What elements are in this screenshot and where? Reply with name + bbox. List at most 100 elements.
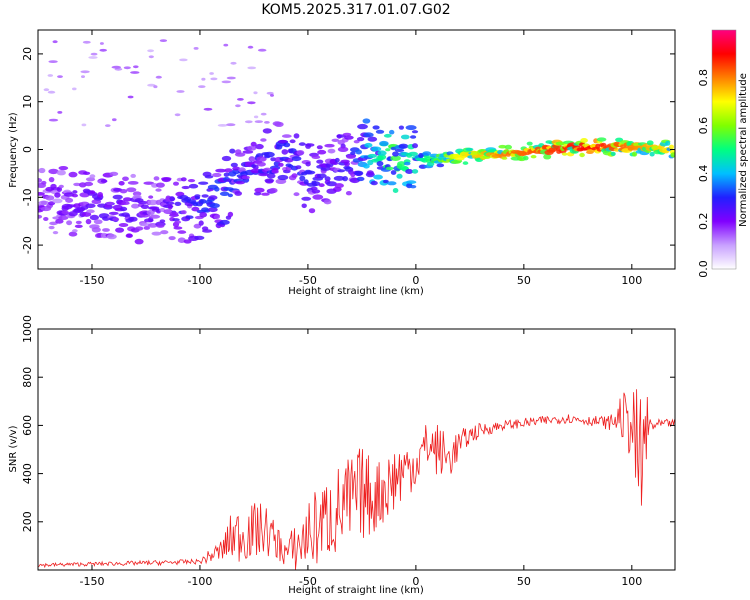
spectrogram-blob (530, 155, 537, 159)
spectrogram-blob (357, 123, 368, 130)
spectrogram-blob (73, 182, 81, 187)
spectrogram-blob (397, 161, 406, 167)
spectrogram-blob (65, 197, 74, 203)
snr-frame (37, 328, 676, 571)
spectrogram-blob (38, 178, 43, 183)
spectrogram-blob (81, 123, 87, 127)
spectrogram-blob (137, 200, 148, 205)
spectrogram-blob (523, 155, 529, 161)
spectrogram-blob (409, 185, 417, 189)
spectrogram-blob (177, 230, 187, 234)
spectrogram-blob (153, 176, 160, 181)
spectrogram-blob (305, 161, 311, 167)
spectrogram-blob (323, 199, 332, 205)
spectrogram-blob (291, 156, 302, 162)
spectrogram-blob (160, 230, 169, 235)
spectrogram-blob (199, 211, 207, 218)
spectrogram-blob (72, 229, 78, 233)
spectrogram-blob (333, 175, 345, 181)
spectrogram-blob (364, 142, 373, 148)
spectrogram-blob (221, 155, 232, 162)
spectrogram-blob (210, 77, 218, 81)
spectrogram-blob (93, 219, 103, 225)
spectrogram-blob (260, 112, 267, 116)
spectrogram-blob (311, 181, 321, 187)
spectrogram-blob (252, 164, 259, 170)
spectrogram-blob (193, 223, 202, 229)
spectrogram-blob (221, 80, 232, 84)
spectrogram-blob (390, 170, 397, 175)
spectrogram-blob (203, 107, 213, 111)
spectrogram-blob (47, 90, 56, 94)
spectrogram-blob (114, 67, 123, 71)
spectrogram-blob (83, 181, 94, 187)
spectrogram-blob (405, 125, 417, 131)
spectrogram-blob (176, 90, 185, 93)
spectrogram-blob (215, 168, 227, 173)
spectrogram-blob (58, 166, 69, 171)
spectrogram-blob (337, 169, 346, 173)
spectrogram-blob (153, 85, 158, 89)
spectrogram-blob (293, 192, 300, 197)
spectrogram-blob (311, 189, 321, 194)
spectrogram-blob (263, 167, 271, 171)
spectrogram-blob (266, 91, 274, 95)
spectrogram-blob (149, 214, 161, 219)
spectrogram-blob (102, 228, 110, 232)
spectrogram-blob (411, 169, 419, 174)
spectrogram-blob (166, 201, 175, 205)
spectrogram-blob (72, 190, 78, 194)
spectrogram-ylabel: Frequency (Hz) (8, 112, 19, 188)
spectrogram-xtick-label: 0 (412, 274, 419, 287)
spectrogram-blob (86, 209, 95, 214)
spectrogram-blob (526, 141, 533, 146)
spectrogram-blob (219, 191, 230, 196)
spectrogram-blob (405, 180, 417, 184)
spectrogram-blob (398, 143, 409, 149)
spectrogram-blob (370, 180, 378, 186)
figure-title: KOM5.2025.317.01.07.G02 (261, 2, 450, 18)
spectrogram-blob (105, 201, 114, 206)
spectrogram-blob (665, 140, 671, 146)
spectrogram-blob (324, 143, 335, 148)
spectrogram-blob (324, 176, 331, 182)
spectrogram-blob (90, 52, 98, 56)
spectrogram-blob (326, 181, 337, 187)
spectrogram-blob (278, 139, 288, 144)
spectrogram-blob (148, 55, 154, 59)
spectrogram-blob (88, 56, 98, 59)
spectrogram-blob (121, 201, 130, 205)
spectrogram-blob (212, 172, 222, 178)
spectrogram-blob (48, 118, 59, 122)
spectrogram-blob (74, 224, 83, 228)
spectrogram-blob (38, 167, 46, 174)
spectrogram-blob (256, 156, 267, 162)
spectrogram-blob (194, 194, 201, 198)
spectrogram-blob (342, 176, 348, 182)
spectrogram-blob (127, 181, 139, 185)
spectrogram-blob (130, 173, 136, 178)
spectrogram-blob (146, 209, 155, 216)
spectrogram-blob (363, 132, 374, 138)
spectrogram-blob (194, 235, 205, 240)
spectrogram-blob (208, 195, 218, 200)
spectrogram-blob (253, 115, 259, 119)
spectrogram-blob (134, 238, 144, 245)
spectrogram-blob (261, 192, 270, 196)
spectrogram-xtick-label: -100 (187, 274, 212, 287)
spectrogram-blob (85, 218, 92, 225)
spectrogram-blob (147, 199, 158, 206)
spectrogram-blob (370, 146, 382, 152)
colorbar: 0.0 0.2 0.4 0.6 0.8 Normalized spectral ampl… (697, 29, 749, 278)
spectrogram-blob (58, 184, 64, 189)
spectrogram-blob (303, 179, 309, 185)
spectrogram-blob (367, 153, 377, 158)
spectrogram-blob (394, 148, 405, 152)
snr-xtick-label: 100 (621, 575, 642, 588)
spectrogram-blob (316, 173, 327, 179)
spectrogram-blob (159, 39, 168, 42)
spectrogram-blob (191, 206, 200, 212)
snr-xtick-label: 0 (412, 575, 419, 588)
spectrogram-blob (179, 58, 188, 62)
spectrogram-blob (318, 183, 325, 188)
